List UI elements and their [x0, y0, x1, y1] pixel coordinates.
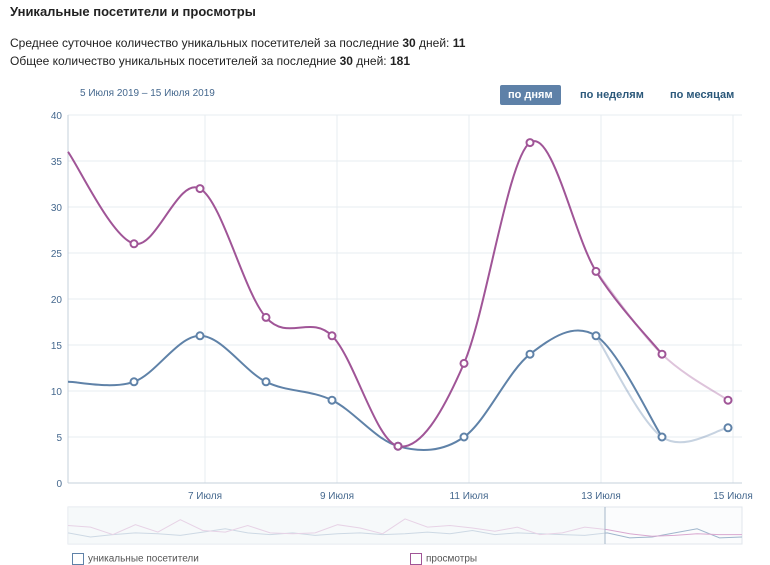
- x-tick-label: 15 Июля: [713, 491, 753, 502]
- average-days: 30: [402, 36, 416, 50]
- data-point: [129, 377, 139, 387]
- data-point: [657, 432, 667, 442]
- navigator-mask: [68, 507, 605, 544]
- series-line: [67, 140, 663, 448]
- data-point: [195, 331, 205, 341]
- range-navigator[interactable]: [67, 506, 743, 545]
- data-point: [591, 266, 601, 276]
- series-line: [67, 329, 663, 451]
- y-tick-label: 40: [51, 111, 63, 122]
- legend-label-views: просмотры: [426, 553, 478, 565]
- y-tick-label: 30: [51, 203, 63, 214]
- total-mid-label: дней:: [352, 54, 390, 68]
- grid: [68, 114, 742, 484]
- data-point: [261, 312, 271, 322]
- legend-checkbox-visitors[interactable]: [72, 553, 84, 565]
- x-tick-label: 9 Июля: [320, 491, 354, 502]
- total-visitors-stat: Общее количество уникальных посетителей …: [10, 54, 410, 68]
- x-tick-label: 7 Июля: [188, 491, 222, 502]
- chart-section-title: Уникальные посетители и просмотры: [10, 4, 256, 19]
- legend-label-visitors: уникальные посетители: [88, 553, 199, 565]
- period-days-button[interactable]: по дням: [500, 85, 561, 105]
- data-point: [459, 432, 469, 442]
- y-tick-label: 10: [51, 387, 63, 398]
- data-point: [129, 239, 139, 249]
- axes: 0 5 10 15 20 25 30 35 40 7 Июля 9 Июля 11 Июля 13 Ию…: [51, 111, 753, 502]
- y-tick-label: 20: [51, 295, 63, 306]
- data-point: [525, 138, 535, 148]
- average-label: Среднее суточное количество уникальных п…: [10, 36, 403, 50]
- period-weeks-button[interactable]: по неделям: [580, 89, 644, 101]
- average-visitors-stat: Среднее суточное количество уникальных п…: [10, 36, 465, 50]
- data-point: [393, 441, 403, 451]
- total-label: Общее количество уникальных посетителей …: [10, 54, 340, 68]
- data-point: [723, 423, 733, 433]
- period-months-button[interactable]: по месяцам: [670, 89, 735, 101]
- y-tick-label: 35: [51, 157, 63, 168]
- legend-item-visitors[interactable]: уникальные посетители: [72, 553, 199, 565]
- average-value: 11: [452, 36, 466, 50]
- y-tick-label: 5: [56, 433, 62, 444]
- data-point: [459, 358, 469, 368]
- series: [67, 138, 733, 451]
- y-tick-label: 25: [51, 249, 63, 260]
- x-tick-label: 13 Июля: [581, 491, 621, 502]
- data-point: [261, 377, 271, 387]
- average-mid-label: дней:: [415, 36, 453, 50]
- series-line-partial: [595, 270, 729, 402]
- data-point: [723, 395, 733, 405]
- data-point: [195, 184, 205, 194]
- date-range-label: 5 Июля 2019 – 15 Июля 2019: [80, 88, 215, 99]
- x-tick-label: 11 Июля: [450, 491, 489, 502]
- data-point: [657, 349, 667, 359]
- legend-checkbox-views[interactable]: [410, 553, 422, 565]
- y-tick-label: 0: [56, 479, 62, 490]
- data-point: [327, 395, 337, 405]
- data-point: [525, 349, 535, 359]
- total-value: 181: [389, 54, 410, 68]
- total-days: 30: [339, 54, 353, 68]
- y-tick-label: 15: [51, 341, 63, 352]
- legend-item-views[interactable]: просмотры: [410, 553, 477, 565]
- data-point: [327, 331, 337, 341]
- data-point: [591, 331, 601, 341]
